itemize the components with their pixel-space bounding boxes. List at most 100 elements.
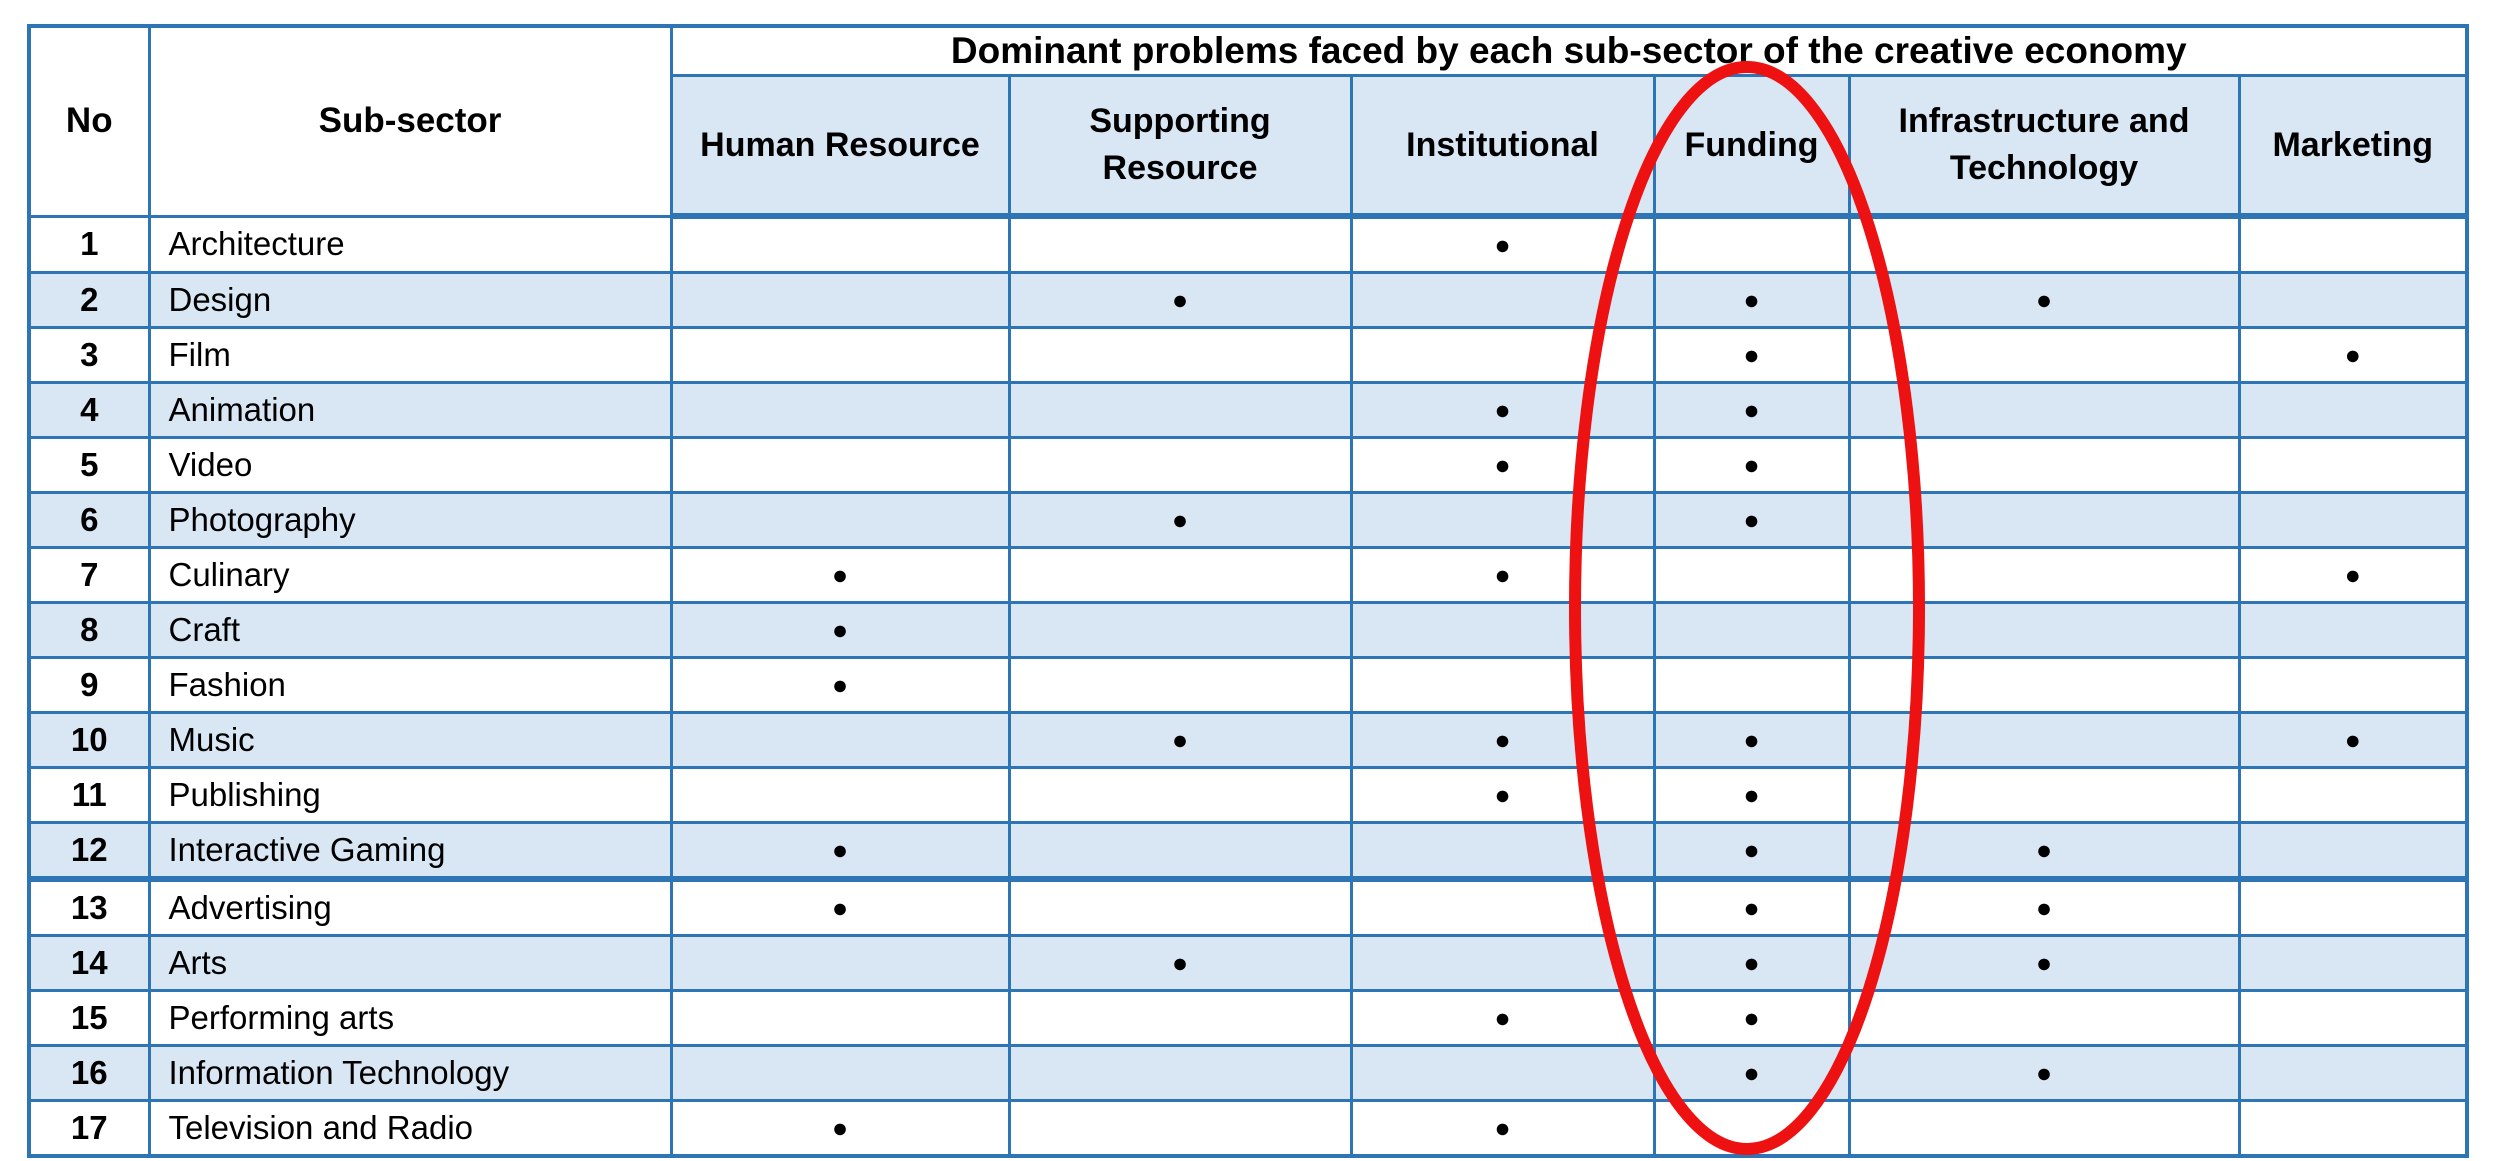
problem-dot: ●	[669, 876, 1011, 937]
table-header: No Sub-sector Dominant problems faced by…	[27, 24, 2469, 219]
problem-dot: ●	[1007, 711, 1353, 769]
problem-dot: ●	[669, 1099, 1011, 1158]
row-number: 13	[27, 876, 151, 937]
empty-cell	[1847, 491, 2241, 549]
problem-dot: ●	[1349, 381, 1656, 439]
table-row: 7 Culinary ● ● ●	[27, 546, 2469, 604]
empty-cell	[1007, 436, 1353, 494]
col-header-no: No	[27, 24, 151, 218]
problem-dot: ●	[1847, 934, 2241, 992]
problem-dot: ●	[2237, 326, 2469, 384]
empty-cell	[669, 214, 1011, 274]
empty-cell	[1652, 214, 1851, 274]
row-number: 11	[27, 766, 151, 824]
subsector-name: Fashion	[147, 656, 673, 714]
problem-dot: ●	[1652, 1044, 1851, 1102]
empty-cell	[1847, 326, 2241, 384]
table-row: 6 Photography ● ●	[27, 491, 2469, 549]
empty-cell	[1349, 326, 1656, 384]
row-number: 16	[27, 1044, 151, 1102]
table-row: 1 Architecture ●	[27, 214, 2469, 274]
empty-cell	[2237, 1099, 2469, 1158]
col-header-infrastructure-technology: Infrastructure and Technology	[1847, 74, 2241, 219]
empty-cell	[1007, 546, 1353, 604]
problem-dot: ●	[1652, 711, 1851, 769]
empty-cell	[669, 934, 1011, 992]
empty-cell	[669, 271, 1011, 329]
col-header-funding: Funding	[1652, 74, 1851, 219]
problem-dot: ●	[1349, 546, 1656, 604]
problem-dot: ●	[1652, 989, 1851, 1047]
empty-cell	[1349, 271, 1656, 329]
problem-dot: ●	[1349, 214, 1656, 274]
table-row: 14 Arts ● ● ●	[27, 934, 2469, 992]
empty-cell	[2237, 271, 2469, 329]
table-row: 11 Publishing ● ●	[27, 766, 2469, 824]
table-row: 2 Design ● ● ●	[27, 271, 2469, 329]
problem-dot: ●	[669, 546, 1011, 604]
subsector-name: Arts	[147, 934, 673, 992]
empty-cell	[1349, 876, 1656, 937]
empty-cell	[1007, 656, 1353, 714]
creative-economy-problems-table: No Sub-sector Dominant problems faced by…	[27, 24, 2470, 1158]
row-number: 12	[27, 821, 151, 881]
problem-dot: ●	[1652, 876, 1851, 937]
problem-dot: ●	[669, 601, 1011, 659]
table-row: 12 Interactive Gaming ● ● ●	[27, 821, 2469, 881]
empty-cell	[1349, 656, 1656, 714]
empty-cell	[2237, 989, 2469, 1047]
empty-cell	[2237, 1044, 2469, 1102]
subsector-name: Culinary	[147, 546, 673, 604]
empty-cell	[2237, 601, 2469, 659]
row-number: 14	[27, 934, 151, 992]
problem-dot: ●	[1847, 821, 2241, 881]
problem-dot: ●	[1007, 271, 1353, 329]
table-row: 15 Performing arts ● ●	[27, 989, 2469, 1047]
subsector-name: Architecture	[147, 214, 673, 274]
empty-cell	[2237, 934, 2469, 992]
empty-cell	[1007, 214, 1353, 274]
problem-dot: ●	[1349, 711, 1656, 769]
problem-dot: ●	[1652, 766, 1851, 824]
empty-cell	[1652, 546, 1851, 604]
subsector-name: Performing arts	[147, 989, 673, 1047]
empty-cell	[2237, 876, 2469, 937]
empty-cell	[1652, 601, 1851, 659]
subsector-name: Design	[147, 271, 673, 329]
col-header-supporting-resource: Supporting Resource	[1007, 74, 1353, 219]
problem-dot: ●	[2237, 711, 2469, 769]
problem-dot: ●	[1349, 1099, 1656, 1158]
subsector-name: Advertising	[147, 876, 673, 937]
empty-cell	[1007, 381, 1353, 439]
empty-cell	[669, 989, 1011, 1047]
row-number: 17	[27, 1099, 151, 1158]
empty-cell	[1847, 546, 2241, 604]
problem-dot: ●	[1652, 271, 1851, 329]
table-row: 8 Craft ●	[27, 601, 2469, 659]
row-number: 4	[27, 381, 151, 439]
table-row: 4 Animation ● ●	[27, 381, 2469, 439]
empty-cell	[669, 491, 1011, 549]
problem-dot: ●	[1007, 934, 1353, 992]
problem-dot: ●	[1652, 326, 1851, 384]
empty-cell	[2237, 491, 2469, 549]
empty-cell	[669, 326, 1011, 384]
subsector-name: Music	[147, 711, 673, 769]
empty-cell	[2237, 214, 2469, 274]
col-header-marketing: Marketing	[2237, 74, 2469, 219]
row-number: 15	[27, 989, 151, 1047]
empty-cell	[1007, 989, 1353, 1047]
subsector-name: Film	[147, 326, 673, 384]
subsector-name: Craft	[147, 601, 673, 659]
col-header-subsector: Sub-sector	[147, 24, 673, 218]
subsector-name: Photography	[147, 491, 673, 549]
table-row: 3 Film ● ●	[27, 326, 2469, 384]
empty-cell	[1349, 601, 1656, 659]
empty-cell	[1349, 1044, 1656, 1102]
problem-dot: ●	[1847, 876, 2241, 937]
table-row: 13 Advertising ● ● ●	[27, 876, 2469, 937]
problem-dot: ●	[1007, 491, 1353, 549]
row-number: 9	[27, 656, 151, 714]
title-row: No Sub-sector Dominant problems faced by…	[27, 24, 2469, 218]
